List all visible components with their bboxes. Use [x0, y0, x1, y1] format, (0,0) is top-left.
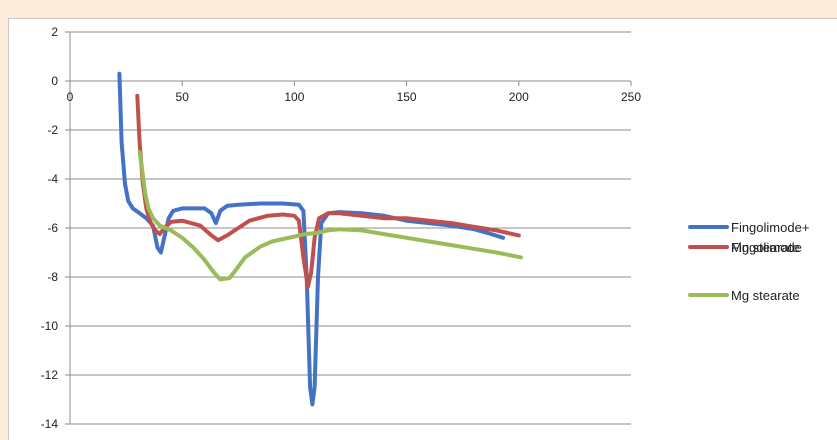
x-tick-label: 50	[176, 90, 190, 104]
y-tick-labels: 2 0 -2 -4 -6 -8 -10 -12 -14	[41, 25, 59, 431]
legend-label: Fingolimode	[731, 240, 802, 255]
y-tick-label: -10	[41, 319, 59, 333]
y-tick-label: -8	[47, 270, 58, 284]
x-tick-label: 0	[67, 90, 74, 104]
y-tick-label: 0	[51, 74, 58, 88]
series-line-1	[117, 71, 506, 407]
x-tick-label: 200	[509, 90, 529, 104]
series-line-3	[137, 150, 523, 282]
x-tick-label: 150	[397, 90, 417, 104]
legend-label: Mg stearate	[731, 288, 800, 303]
y-tick-label: -12	[41, 368, 59, 382]
legend-label: Mg stearate	[731, 240, 800, 255]
y-tick-label: -2	[47, 123, 58, 137]
x-tick-labels: 0 50 100 150 200 250	[67, 90, 642, 104]
axes	[65, 31, 632, 425]
y-tick-label: 2	[51, 25, 58, 39]
x-tick-label: 250	[621, 90, 641, 104]
legend-label: Fingolimode+	[731, 220, 809, 235]
x-tick-label: 100	[284, 90, 304, 104]
series-line-2	[135, 93, 521, 289]
y-tick-label: -6	[47, 221, 58, 235]
series-lines	[117, 71, 523, 407]
y-tick-label: -14	[41, 417, 59, 431]
y-tick-label: -4	[47, 172, 58, 186]
gridlines	[70, 31, 631, 425]
